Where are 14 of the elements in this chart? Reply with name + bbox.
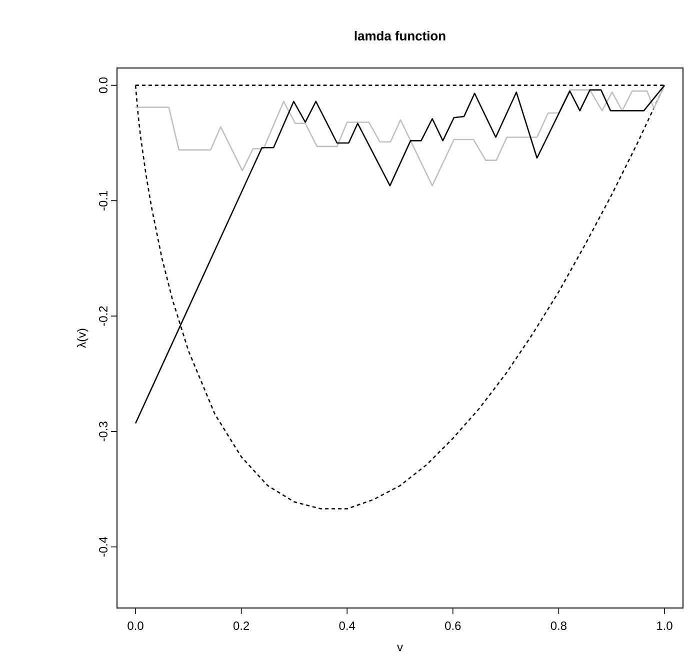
y-tick-label: 0.0 [99,77,108,94]
y-tick-label: -0.3 [99,422,108,442]
x-tick-label: 0.0 [128,622,144,630]
x-tick-label: 0.6 [445,622,461,630]
chart-title: lamda function [354,30,446,40]
x-tick-label: 0.8 [550,622,566,630]
x-tick-label: 0.4 [339,622,356,630]
y-axis-title: λ(v) [77,328,88,348]
y-tick-label: -0.2 [99,306,108,326]
x-tick-label: 0.2 [233,622,250,630]
y-tick-label: -0.1 [99,190,108,210]
y-tick-label: -0.4 [99,536,108,557]
x-axis-title: v [397,644,403,652]
x-tick-label: 1.0 [657,622,672,630]
